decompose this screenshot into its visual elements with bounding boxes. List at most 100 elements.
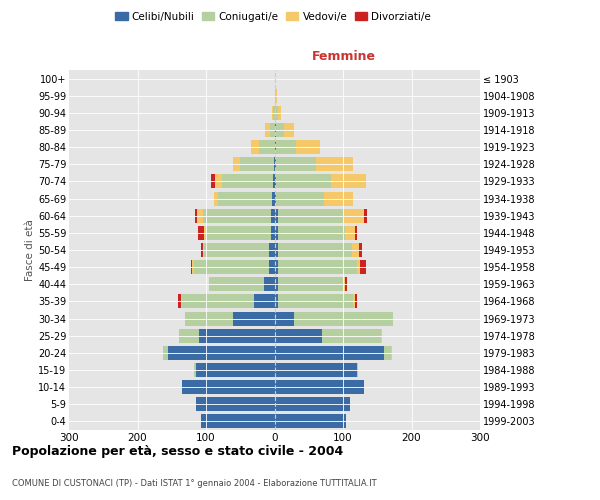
- Bar: [271, 123, 275, 137]
- Bar: [200, 414, 275, 428]
- Bar: [275, 312, 293, 326]
- Bar: [274, 158, 275, 172]
- Bar: [218, 192, 272, 205]
- Bar: [182, 294, 254, 308]
- Bar: [272, 106, 273, 120]
- Bar: [275, 398, 350, 411]
- Bar: [275, 140, 276, 154]
- Bar: [293, 312, 393, 326]
- Bar: [191, 260, 193, 274]
- Legend: Celibi/Nubili, Coniugati/e, Vedovi/e, Divorziati/e: Celibi/Nubili, Coniugati/e, Vedovi/e, Di…: [111, 8, 435, 26]
- Bar: [316, 158, 353, 172]
- Bar: [276, 88, 277, 102]
- Bar: [204, 226, 206, 240]
- Bar: [233, 158, 239, 172]
- Bar: [296, 140, 320, 154]
- Bar: [275, 226, 278, 240]
- Bar: [275, 192, 276, 205]
- Bar: [199, 328, 275, 342]
- Bar: [265, 123, 271, 137]
- Bar: [163, 346, 169, 360]
- Bar: [275, 123, 276, 137]
- Bar: [278, 294, 353, 308]
- Bar: [269, 243, 275, 257]
- Bar: [345, 278, 347, 291]
- Bar: [275, 363, 356, 377]
- Bar: [275, 380, 364, 394]
- Bar: [206, 226, 271, 240]
- Bar: [345, 226, 355, 240]
- Bar: [273, 174, 275, 188]
- Y-axis label: Fasce di età: Fasce di età: [25, 219, 35, 281]
- Bar: [331, 174, 366, 188]
- Bar: [192, 260, 194, 274]
- Bar: [271, 208, 275, 222]
- Bar: [209, 278, 264, 291]
- Bar: [356, 260, 360, 274]
- Bar: [275, 414, 346, 428]
- Bar: [275, 208, 278, 222]
- Bar: [194, 363, 196, 377]
- Bar: [343, 278, 345, 291]
- Bar: [272, 192, 275, 205]
- Bar: [384, 346, 391, 360]
- Text: COMUNE DI CUSTONACI (TP) - Dati ISTAT 1° gennaio 2004 - Elaborazione TUTTITALIA.: COMUNE DI CUSTONACI (TP) - Dati ISTAT 1°…: [12, 478, 377, 488]
- Bar: [239, 158, 274, 172]
- Bar: [322, 328, 380, 342]
- Text: Popolazione per età, sesso e stato civile - 2004: Popolazione per età, sesso e stato civil…: [12, 444, 343, 458]
- Bar: [360, 260, 365, 274]
- Bar: [179, 328, 199, 342]
- Bar: [275, 294, 278, 308]
- Bar: [275, 106, 278, 120]
- Bar: [278, 208, 343, 222]
- Bar: [356, 363, 358, 377]
- Bar: [203, 243, 204, 257]
- Bar: [233, 312, 275, 326]
- Bar: [196, 398, 275, 411]
- Bar: [278, 260, 357, 274]
- Bar: [275, 88, 276, 102]
- Bar: [215, 174, 222, 188]
- Bar: [185, 312, 233, 326]
- Bar: [276, 192, 324, 205]
- Text: Femmine: Femmine: [313, 50, 376, 63]
- Bar: [197, 208, 203, 222]
- Bar: [211, 174, 215, 188]
- Bar: [194, 260, 269, 274]
- Bar: [278, 226, 345, 240]
- Bar: [278, 243, 352, 257]
- Bar: [271, 226, 275, 240]
- Bar: [380, 328, 382, 342]
- Bar: [169, 346, 275, 360]
- Bar: [269, 260, 275, 274]
- Bar: [276, 158, 316, 172]
- Bar: [364, 208, 367, 222]
- Bar: [391, 346, 392, 360]
- Bar: [195, 208, 197, 222]
- Bar: [278, 278, 343, 291]
- Bar: [178, 294, 181, 308]
- Bar: [273, 106, 275, 120]
- Bar: [214, 192, 218, 205]
- Bar: [352, 243, 359, 257]
- Bar: [251, 140, 259, 154]
- Bar: [182, 380, 275, 394]
- Bar: [278, 106, 281, 120]
- Bar: [284, 123, 295, 137]
- Bar: [199, 226, 204, 240]
- Bar: [275, 174, 276, 188]
- Bar: [203, 208, 271, 222]
- Bar: [196, 363, 275, 377]
- Bar: [276, 174, 331, 188]
- Bar: [254, 294, 275, 308]
- Bar: [275, 260, 278, 274]
- Bar: [259, 140, 275, 154]
- Bar: [324, 192, 353, 205]
- Bar: [276, 140, 296, 154]
- Bar: [275, 243, 278, 257]
- Bar: [204, 243, 269, 257]
- Bar: [355, 226, 357, 240]
- Bar: [264, 278, 275, 291]
- Bar: [201, 243, 203, 257]
- Bar: [275, 346, 384, 360]
